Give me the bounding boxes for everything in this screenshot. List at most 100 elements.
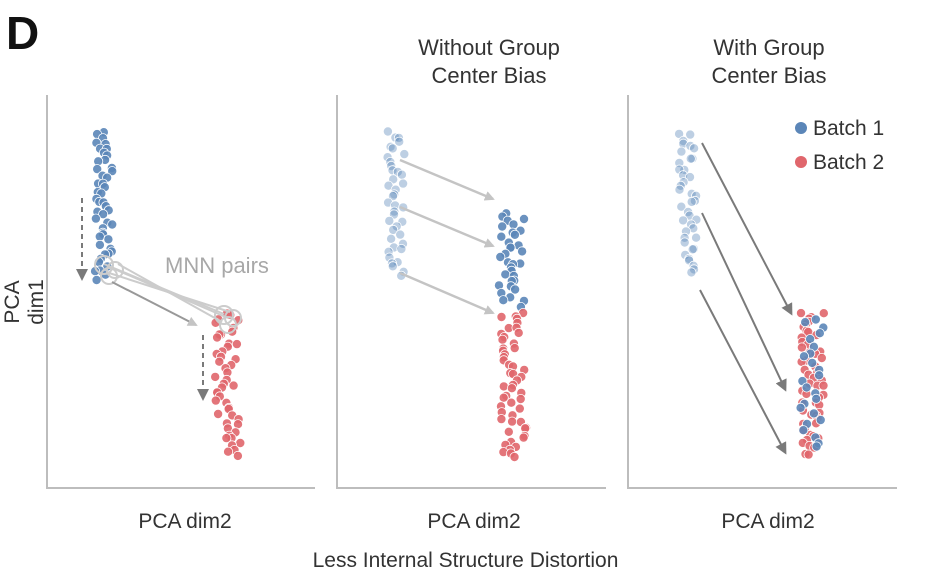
- panel2-axes: [336, 95, 606, 489]
- batch1-point: [103, 234, 114, 245]
- batch2-point: [816, 352, 827, 363]
- legend-label-batch2: Batch 2: [813, 151, 885, 174]
- points-layer: [90, 126, 829, 462]
- y-axis-label: PCA dim1: [1, 279, 48, 325]
- batch1-corrected-point: [799, 351, 810, 362]
- footer-caption: Less Internal Structure Distortion: [312, 549, 619, 572]
- batch2-point: [796, 308, 807, 319]
- mnn-ring: [100, 267, 118, 285]
- batch1-original-point: [680, 249, 691, 260]
- mnn-ring: [214, 305, 234, 325]
- correction-arrow-1: [701, 142, 793, 316]
- batch2-point: [513, 327, 524, 338]
- batch1-original-point: [686, 196, 697, 207]
- batch1-original-point: [393, 132, 404, 143]
- batch1-original-point: [396, 169, 407, 180]
- batch2-point: [223, 446, 234, 457]
- panel-title-with-bias-line2: Center Bias: [711, 63, 827, 88]
- batch1-original-point: [679, 237, 690, 248]
- batch1-original-point: [394, 136, 405, 147]
- batch1-point: [94, 239, 105, 250]
- batch2-point: [498, 381, 509, 392]
- batch2-point: [515, 393, 526, 404]
- batch1-original-point: [691, 232, 702, 243]
- batch1-original-point: [688, 223, 699, 234]
- batch1-original-point: [687, 244, 698, 255]
- batch2-point: [506, 397, 517, 408]
- batch1-corrected-point: [798, 425, 809, 436]
- batch2-point: [228, 380, 239, 391]
- batch2-point: [214, 356, 225, 367]
- batch2-point: [509, 343, 520, 354]
- correction-arrow-2: [701, 212, 787, 392]
- panel1-arrows: [76, 198, 242, 401]
- batch2-point: [212, 332, 223, 343]
- batch1-corrected-point: [519, 213, 530, 224]
- panel1-axes: [46, 95, 315, 489]
- batch1-point: [107, 219, 118, 230]
- batch1-corrected-point: [509, 229, 520, 240]
- mnn-ring: [94, 255, 114, 275]
- batch1-corrected-point: [801, 382, 812, 393]
- batch1-original-point: [678, 135, 689, 146]
- batch1-original-point: [387, 143, 398, 154]
- correction-arrow-1: [399, 158, 495, 201]
- batch1-original-point: [681, 226, 692, 237]
- mnn-link-4: [117, 263, 223, 323]
- batch1-point: [92, 164, 103, 175]
- batch2-point: [496, 311, 507, 322]
- batch1-original-point: [674, 164, 685, 175]
- legend-label-batch1: Batch 1: [813, 117, 885, 140]
- panel3-arrows: [699, 142, 793, 455]
- x-axis-label-panel3: PCA dim2: [721, 510, 815, 533]
- batch2-point: [506, 383, 517, 394]
- batch1-point: [90, 213, 101, 224]
- batch1-corrected-point: [808, 408, 819, 419]
- panel-title-without-bias: Without Group Center Bias: [369, 34, 609, 90]
- batch2-point: [509, 451, 520, 462]
- legend-item-batch1: Batch 1: [795, 117, 884, 141]
- batch1-corrected-point: [811, 393, 822, 404]
- correction-arrow-3: [399, 271, 495, 315]
- panel-label: D: [6, 7, 40, 59]
- batch1-corrected-point: [814, 328, 825, 339]
- batch2-point: [803, 449, 814, 460]
- axes: [46, 95, 897, 489]
- batch1-original-point: [399, 149, 410, 160]
- batch1-original-point: [676, 146, 687, 157]
- batch2-point: [231, 339, 242, 350]
- batch1-original-point: [386, 233, 397, 244]
- x-axis-label-panel1: PCA dim2: [138, 510, 232, 533]
- mnn-pairs-annotation: MNN pairs: [165, 253, 269, 278]
- batch1-original-point: [676, 201, 687, 212]
- batch2-point: [503, 426, 514, 437]
- panel3-axes: [627, 95, 897, 489]
- batch2-point: [514, 403, 525, 414]
- batch1-original-point: [398, 178, 409, 189]
- legend-item-batch2: Batch 2: [795, 151, 884, 175]
- batch1-original-point: [384, 252, 395, 263]
- batch1-original-point: [382, 126, 393, 137]
- batch1-corrected-point: [811, 441, 822, 452]
- panel-title-without-bias-line2: Center Bias: [431, 63, 547, 88]
- batch1-original-point: [686, 267, 697, 278]
- batch1-original-point: [685, 129, 696, 140]
- batch1-corrected-point: [498, 295, 509, 306]
- batch2-point: [210, 371, 221, 382]
- batch1-corrected-point: [810, 314, 821, 325]
- batch1-original-point: [384, 215, 395, 226]
- batch1-original-point: [382, 152, 393, 163]
- batch1-point: [91, 274, 102, 285]
- batch2-point: [221, 433, 232, 444]
- batch2-point: [232, 450, 243, 461]
- batch1-original-point: [689, 143, 700, 154]
- batch1-corrected-point: [497, 221, 508, 232]
- batch1-original-point: [675, 180, 686, 191]
- batch1-original-point: [389, 189, 400, 200]
- batch1-point: [98, 209, 109, 220]
- batch2-point: [213, 408, 224, 419]
- batch2-point: [496, 414, 507, 425]
- correction-arrow-2: [399, 205, 495, 248]
- batch2-point: [507, 416, 518, 427]
